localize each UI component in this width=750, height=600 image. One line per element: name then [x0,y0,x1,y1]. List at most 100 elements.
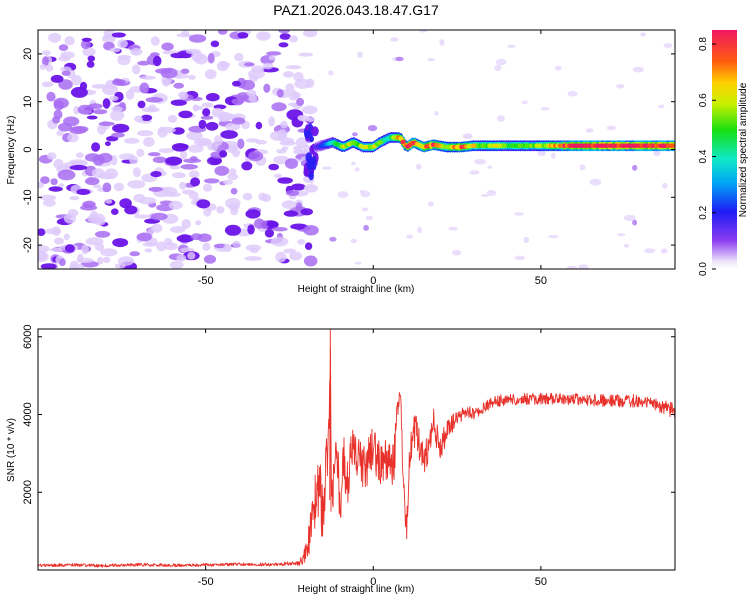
transition-cell [312,156,317,171]
noise-cell [290,223,308,230]
noise-cell [232,80,241,87]
noise-cell [185,48,201,55]
noise-cell [94,230,111,238]
noise-cell [109,95,119,102]
noise-cell [188,34,207,43]
spectrogram-xtick-label: 0 [370,275,376,287]
noise-cell [262,62,274,70]
noise-cell [136,148,145,157]
snr-xtick-label: 50 [535,576,547,588]
noise-cell [226,144,237,154]
noise-cell [170,99,187,106]
noise-cell [145,97,164,103]
snr-frame [37,328,676,571]
noise-cell [140,75,156,80]
noise-cell [474,158,486,165]
noise-cell [134,214,151,219]
signal-ridge-core [670,143,675,148]
spectrogram-ytick-label: -20 [22,237,34,253]
spectrogram-xlabel: Height of straight line (km) [298,284,415,295]
noise-cell [139,82,150,94]
noise-cell [244,256,262,261]
noise-cell [204,69,217,80]
noise-cell [295,137,309,149]
noise-cell [632,66,645,73]
noise-cell [64,244,75,253]
noise-cell [415,163,422,170]
noise-cell [86,60,95,68]
noise-cell [300,208,313,216]
noise-cell [53,158,64,170]
transition-cell [308,135,315,143]
noise-cell [514,255,526,260]
noise-cell [653,150,661,156]
noise-cell [91,142,101,152]
noise-cell [98,121,115,127]
noise-cell [240,79,256,91]
noise-cell [170,226,186,233]
noise-cell [439,39,445,46]
noise-cell [67,133,79,143]
noise-cell [204,178,220,184]
colorbar-tick-label: 0.2 [698,205,709,219]
noise-cell [232,240,241,249]
noise-cell [110,109,125,121]
noise-cell [38,245,50,253]
noise-cell [214,165,230,176]
snr-xlabel: Height of straight line (km) [298,584,415,595]
noise-cell [134,115,143,123]
noise-cell [291,183,306,191]
noise-cell [361,207,369,212]
noise-cell [69,260,79,269]
noise-cell [225,197,241,209]
noise-cell [102,84,119,96]
noise-cell [161,42,174,51]
spectrogram-ytick-label: 0 [22,146,34,152]
noise-cell [167,114,178,123]
snr-ytick-label: 2000 [22,480,34,504]
noise-cell [278,42,289,48]
noise-cell [49,247,64,252]
noise-cell [203,254,217,264]
noise-cell [82,47,96,57]
noise-cell [102,182,112,193]
noise-cell [137,100,146,109]
snr-ylabel: SNR (10 * v/v) [6,418,17,482]
noise-cell [53,100,65,111]
noise-cell [104,141,111,147]
spectrogram-ylabel: Frequency (Hz) [6,116,17,185]
noise-cell [84,153,101,162]
noise-cell [283,210,299,217]
noise-cell [125,89,135,100]
noise-cell [127,180,146,189]
noise-cell [194,53,209,65]
noise-cell [644,248,656,254]
noise-cell [248,94,257,103]
noise-cell [303,225,319,236]
snr-axes: -50 0 50 2000 4000 6000 [22,325,675,588]
noise-cell [452,249,462,256]
noise-cell [179,181,187,190]
noise-cell [632,219,638,226]
colorbar-label: Normalized spectral amplitude [738,82,749,217]
noise-cell [322,166,332,170]
colorbar-axes: 0.0 0.2 0.4 0.6 0.8 [698,37,716,276]
noise-cell [180,164,198,170]
noise-cell [249,247,259,254]
spectrogram-ytick-label: -10 [22,189,34,205]
noise-cell [186,131,203,141]
spectrogram-plot: -50 0 50 -20 -10 0 10 20 [22,29,676,287]
transition-cell [305,124,310,131]
noise-cell [112,238,129,248]
noise-cell [242,192,253,201]
noise-cell [237,138,245,150]
noise-cell [132,167,141,178]
noise-cell [53,109,63,120]
noise-cell [623,244,630,248]
colorbar-gradient [712,30,737,269]
noise-cell [92,109,108,115]
noise-cell [589,178,602,186]
noise-cell [266,51,282,56]
spectrogram-axes: -50 0 50 -20 -10 0 10 20 [22,30,675,287]
noise-cell [117,39,128,49]
